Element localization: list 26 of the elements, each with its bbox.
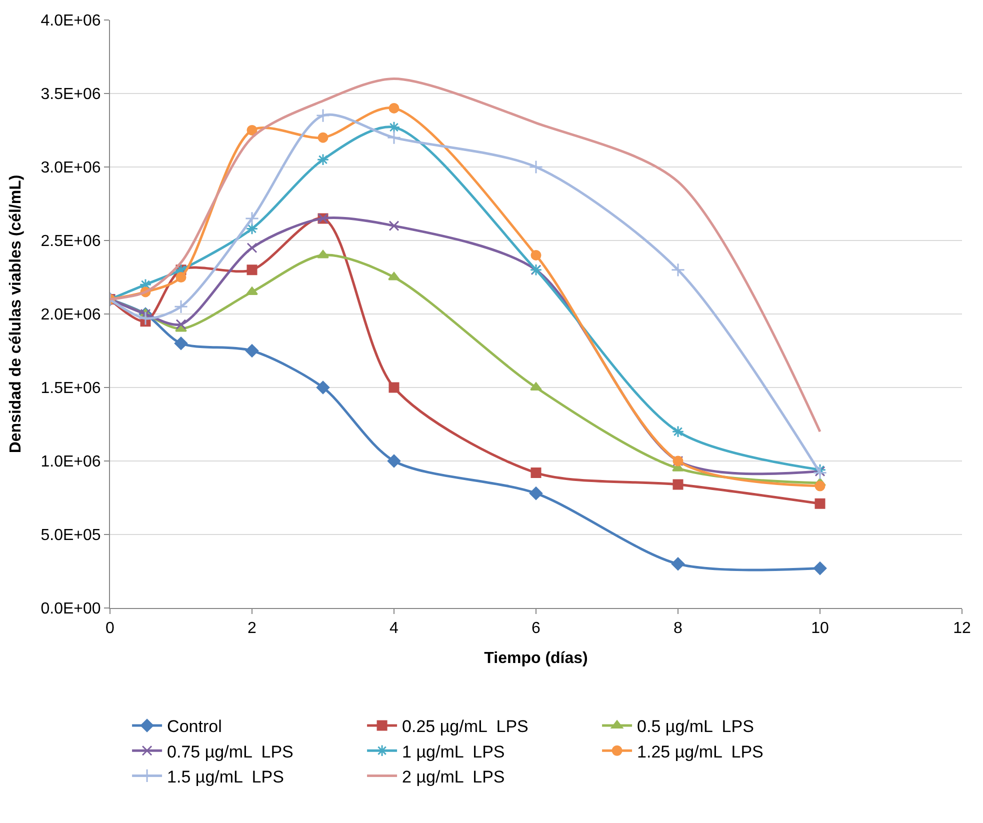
y-tick-label: 3.0E+06 xyxy=(40,160,101,177)
y-tick-label: 1.0E+06 xyxy=(40,454,101,471)
y-axis-title: Densidad de células viables (cél/mL) xyxy=(8,174,25,454)
legend-label: 2 µg/mL LPS xyxy=(402,767,505,786)
x-tick-label: 2 xyxy=(248,620,257,638)
y-tick-label: 4.0E+06 xyxy=(40,12,101,30)
x-tick-label: 10 xyxy=(811,620,829,638)
legend-label: 0.25 µg/mL LPS xyxy=(402,717,528,736)
y-tick-label: 0.0E+00 xyxy=(40,600,101,618)
x-tick-label: 12 xyxy=(953,620,971,638)
legend-label: 1.25 µg/mL LPS xyxy=(637,742,764,762)
x-tick-label: 6 xyxy=(532,620,541,638)
y-tick-label: 5.0E+05 xyxy=(40,527,101,544)
y-tick-label: 3.5E+06 xyxy=(40,86,101,104)
legend-label: 1.5 µg/mL LPS xyxy=(167,767,284,786)
legend-label: 0.5 µg/mL LPS xyxy=(637,717,754,736)
y-tick-label: 1.5E+06 xyxy=(40,380,101,398)
legend-label: Control xyxy=(167,717,222,736)
x-tick-label: 0 xyxy=(106,620,115,638)
x-tick-label: 8 xyxy=(674,620,683,638)
y-tick-label: 2.0E+06 xyxy=(40,306,101,324)
x-tick-label: 4 xyxy=(390,620,399,638)
y-tick-label: 2.5E+06 xyxy=(40,233,101,250)
legend-label: 1 µg/mL LPS xyxy=(402,742,505,762)
x-axis-title: Tiempo (días) xyxy=(484,650,588,667)
legend-label: 0.75 µg/mL LPS xyxy=(167,742,294,762)
